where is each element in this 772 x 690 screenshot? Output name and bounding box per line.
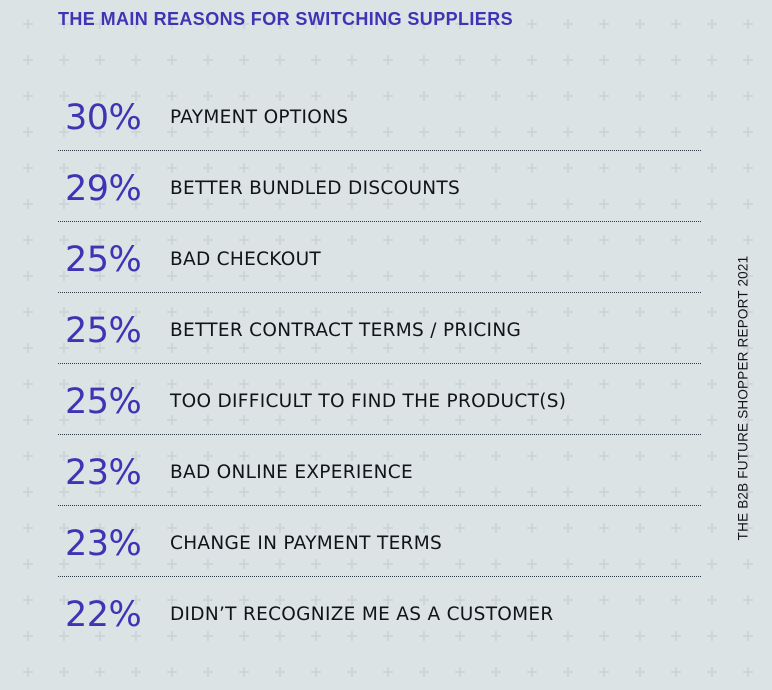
row-divider <box>58 363 701 364</box>
reason-row: 25% BETTER CONTRACT TERMS / PRICING <box>58 297 701 368</box>
reason-percentage: 25% <box>65 311 142 351</box>
reason-percentage: 30% <box>65 98 142 138</box>
reason-label: DIDN’T RECOGNIZE ME AS A CUSTOMER <box>170 604 554 625</box>
reason-label: BAD CHECKOUT <box>170 249 322 270</box>
reason-percentage: 23% <box>65 524 142 564</box>
reason-label: TOO DIFFICULT TO FIND THE PRODUCT(S) <box>170 391 567 412</box>
reason-label: PAYMENT OPTIONS <box>170 107 349 128</box>
row-divider <box>58 150 701 151</box>
reason-percentage: 25% <box>65 382 142 422</box>
chart-title: THE MAIN REASONS FOR SWITCHING SUPPLIERS <box>58 9 514 29</box>
row-divider <box>58 434 701 435</box>
row-divider <box>58 292 701 293</box>
reason-row: 25% BAD CHECKOUT <box>58 226 701 297</box>
reason-row: 29% BETTER BUNDLED DISCOUNTS <box>58 155 701 226</box>
row-divider <box>58 576 701 577</box>
reason-label: BAD ONLINE EXPERIENCE <box>170 462 413 483</box>
reason-label: CHANGE IN PAYMENT TERMS <box>170 533 443 554</box>
row-divider <box>58 505 701 506</box>
reason-row: 30% PAYMENT OPTIONS <box>58 84 701 155</box>
reason-percentage: 29% <box>65 169 142 209</box>
reason-row: 25% TOO DIFFICULT TO FIND THE PRODUCT(S) <box>58 368 701 439</box>
reason-row: 23% BAD ONLINE EXPERIENCE <box>58 439 701 510</box>
reason-label: BETTER CONTRACT TERMS / PRICING <box>170 320 522 341</box>
reason-percentage: 25% <box>65 240 142 280</box>
row-divider <box>58 221 701 222</box>
reason-row: 23% CHANGE IN PAYMENT TERMS <box>58 510 701 581</box>
reason-row: 22% DIDN’T RECOGNIZE ME AS A CUSTOMER <box>58 581 701 652</box>
reason-percentage: 22% <box>65 595 142 635</box>
report-side-label: THE B2B FUTURE SHOPPER REPORT 2021 <box>735 255 751 541</box>
reason-label: BETTER BUNDLED DISCOUNTS <box>170 178 461 199</box>
reason-percentage: 23% <box>65 453 142 493</box>
